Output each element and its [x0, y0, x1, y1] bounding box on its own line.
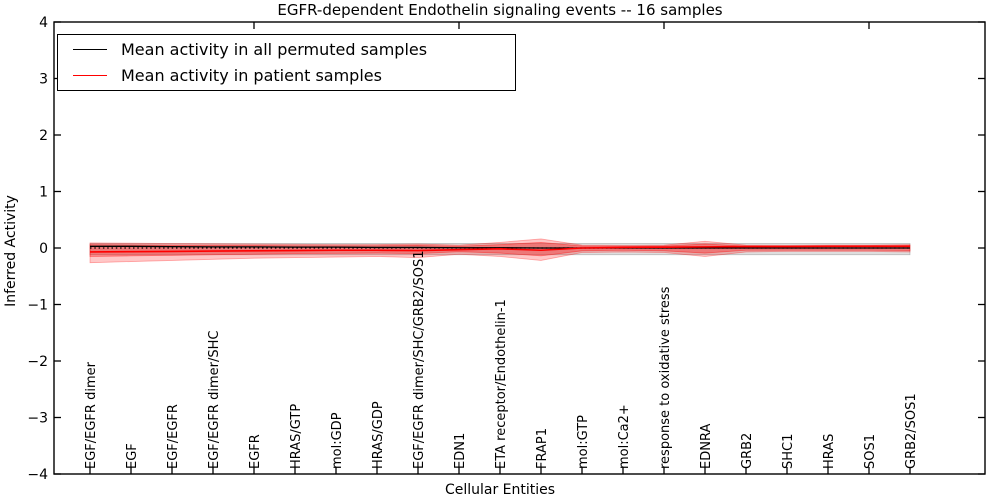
y-tick-label: 2 [39, 128, 48, 144]
chart-title: EGFR-dependent Endothelin signaling even… [277, 1, 722, 19]
x-tick-labels: EGF/EGFR dimer EGF EGF/EGFR EGF/EGFR dimer/… [84, 251, 919, 470]
y-tick-label: −3 [27, 411, 48, 427]
legend: Mean activity in all permuted samples Me… [57, 34, 516, 91]
x-tick-label: mol:GTP [576, 415, 591, 469]
x-tick-label: EDNRA [699, 424, 714, 469]
x-tick-label: EGF [125, 443, 140, 469]
y-tick-label: 1 [39, 185, 48, 201]
legend-item-permuted: Mean activity in all permuted samples [58, 37, 515, 63]
y-axis-label: Inferred Activity [3, 195, 19, 307]
x-tick-label: response to oxidative stress [658, 286, 673, 469]
y-tick-label: −2 [27, 354, 48, 370]
x-tick-label: EDN1 [453, 433, 468, 469]
x-tick-label: FRAP1 [535, 428, 550, 469]
y-tick-label: 3 [39, 72, 48, 88]
y-tick-labels: 4 3 2 1 0 −1 −2 −3 −4 [27, 15, 48, 483]
x-tick-label: HRAS/GDP [371, 401, 386, 469]
x-tick-label: mol:Ca2+ [617, 404, 632, 469]
x-tick-label: GRB2 [740, 433, 755, 469]
patient-outer-band [89, 238, 911, 264]
patient-mean-line [89, 245, 910, 253]
x-tick-label: GRB2/SOS1 [904, 393, 919, 469]
legend-label-patient: Mean activity in patient samples [121, 65, 382, 85]
x-tick-label: EGF/EGFR [166, 404, 181, 469]
x-tick-label: EGF/EGFR dimer [84, 361, 99, 469]
x-tick-label: EGF/EGFR dimer/SHC/GRB2/SOS1 [412, 251, 427, 470]
x-tick-label: SHC1 [781, 434, 796, 469]
y-tick-label: 4 [39, 15, 48, 31]
y-tick-label: −1 [27, 298, 48, 314]
legend-item-patient: Mean activity in patient samples [58, 63, 515, 89]
legend-label-permuted: Mean activity in all permuted samples [121, 40, 428, 60]
x-tick-label: HRAS [822, 434, 837, 469]
permuted-line-sample-icon [73, 49, 107, 51]
lines-layer [89, 245, 910, 253]
x-tick-label: mol:GDP [330, 412, 345, 469]
x-tick-label: ETA receptor/Endothelin-1 [494, 299, 509, 469]
x-tick-label: EGFR [248, 434, 263, 469]
y-tick-label: −4 [27, 467, 48, 483]
patient-line-sample-icon [73, 74, 107, 76]
x-axis-label: Cellular Entities [445, 482, 555, 498]
x-tick-label: SOS1 [863, 434, 878, 469]
x-tick-label: EGF/EGFR dimer/SHC [207, 331, 222, 469]
y-tick-label: 0 [39, 241, 48, 257]
x-tick-label: HRAS/GTP [289, 404, 304, 469]
permuted-mean-line [90, 245, 910, 249]
